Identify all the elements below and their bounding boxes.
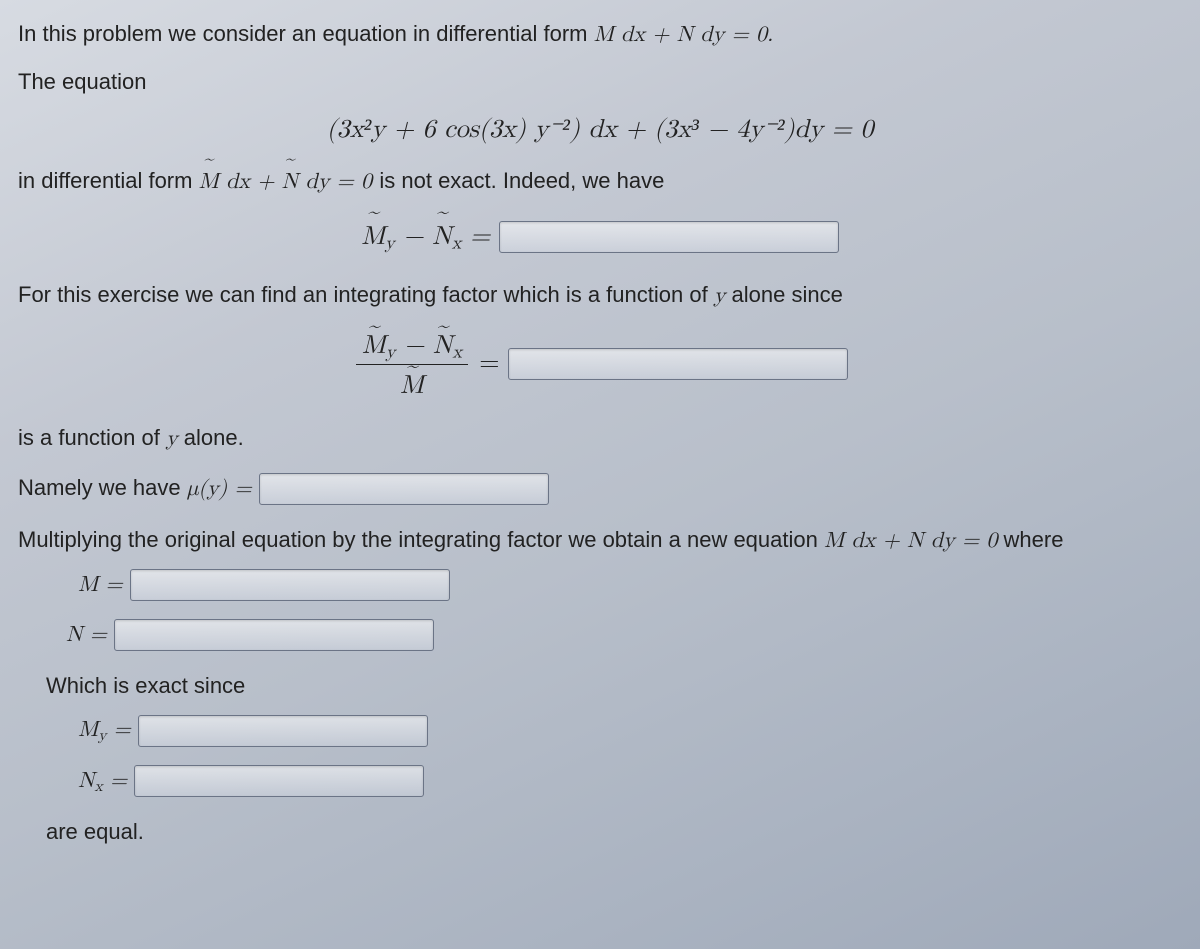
are-equal-text: are equal.: [46, 819, 144, 844]
n-equals-line: N =: [18, 618, 1182, 652]
exact-line: Which is exact since: [18, 670, 1182, 702]
answer-input-n[interactable]: [114, 619, 434, 651]
are-equal-line: are equal.: [18, 816, 1182, 848]
mu-expr: μ(y) =: [187, 478, 259, 500]
fn-of-y-line: is a function of y alone.: [18, 422, 1182, 456]
fn-y-b: alone.: [184, 425, 244, 450]
mu-text-a: Namely we have: [18, 475, 187, 500]
intro-line-1: In this problem we consider an equation …: [18, 18, 1182, 52]
mult-a: Multiplying the original equation by the…: [18, 527, 824, 552]
n-tilde: ~N: [282, 161, 299, 199]
exact-text: Which is exact since: [46, 673, 245, 698]
My-label: M: [78, 719, 98, 741]
m-tilde: ~M: [199, 161, 219, 199]
intro-text-1a: In this problem we consider an equation …: [18, 21, 594, 46]
my-equals-line: My =: [18, 713, 1182, 747]
dy-eq0: dy = 0: [305, 171, 372, 193]
if-text-b: alone since: [732, 282, 843, 307]
answer-input-fraction[interactable]: [508, 348, 848, 380]
fn-y-a: is a function of: [18, 425, 166, 450]
diff-form-line: in differential form ~M dx + ~N dy = 0 i…: [18, 161, 1182, 199]
answer-input-mynx[interactable]: [499, 221, 839, 253]
n-tilde-x: ~N: [432, 213, 452, 257]
intro-text-2: The equation: [18, 69, 146, 94]
m-equals-line: M =: [18, 568, 1182, 602]
Nx-label: N: [78, 770, 95, 792]
main-equation-text: (3x²y + 6 cos(3x) y⁻²) dx + (3x³ − 4y⁻²)…: [327, 117, 874, 143]
y-alone-1: y: [714, 285, 726, 307]
answer-input-mu[interactable]: [259, 473, 549, 505]
intro-line-2: The equation: [18, 66, 1182, 98]
mynx-over-m-frac: ~My − ~Nx ~M: [352, 327, 472, 400]
answer-input-m[interactable]: [130, 569, 450, 601]
fraction-line: ~My − ~Nx ~M =: [18, 327, 1182, 400]
mult-eq: M dx + N dy = 0: [824, 530, 997, 552]
mult-b: where: [1004, 527, 1064, 552]
main-equation: (3x²y + 6 cos(3x) y⁻²) dx + (3x³ − 4y⁻²)…: [18, 112, 1182, 150]
multiply-line: Multiplying the original equation by the…: [18, 524, 1182, 558]
my-minus-nx-line: ~My − ~Nx =: [18, 213, 1182, 257]
m-tilde-y: ~M: [361, 213, 385, 257]
if-text-a: For this exercise we can find an integra…: [18, 282, 714, 307]
y-alone-2: y: [166, 428, 178, 450]
mu-line: Namely we have μ(y) =: [18, 472, 1182, 506]
answer-input-nx[interactable]: [134, 765, 424, 797]
n-eq-label: N =: [66, 624, 114, 646]
intro-eq-1: M dx + N dy = 0.: [594, 24, 774, 46]
m-eq-label: M =: [78, 574, 130, 596]
integrating-factor-line: For this exercise we can find an integra…: [18, 279, 1182, 313]
diff-form-b: is not exact. Indeed, we have: [379, 168, 664, 193]
diff-form-a: in differential form: [18, 168, 199, 193]
answer-input-my[interactable]: [138, 715, 428, 747]
dx-text: dx +: [226, 171, 282, 193]
nx-equals-line: Nx =: [18, 764, 1182, 798]
